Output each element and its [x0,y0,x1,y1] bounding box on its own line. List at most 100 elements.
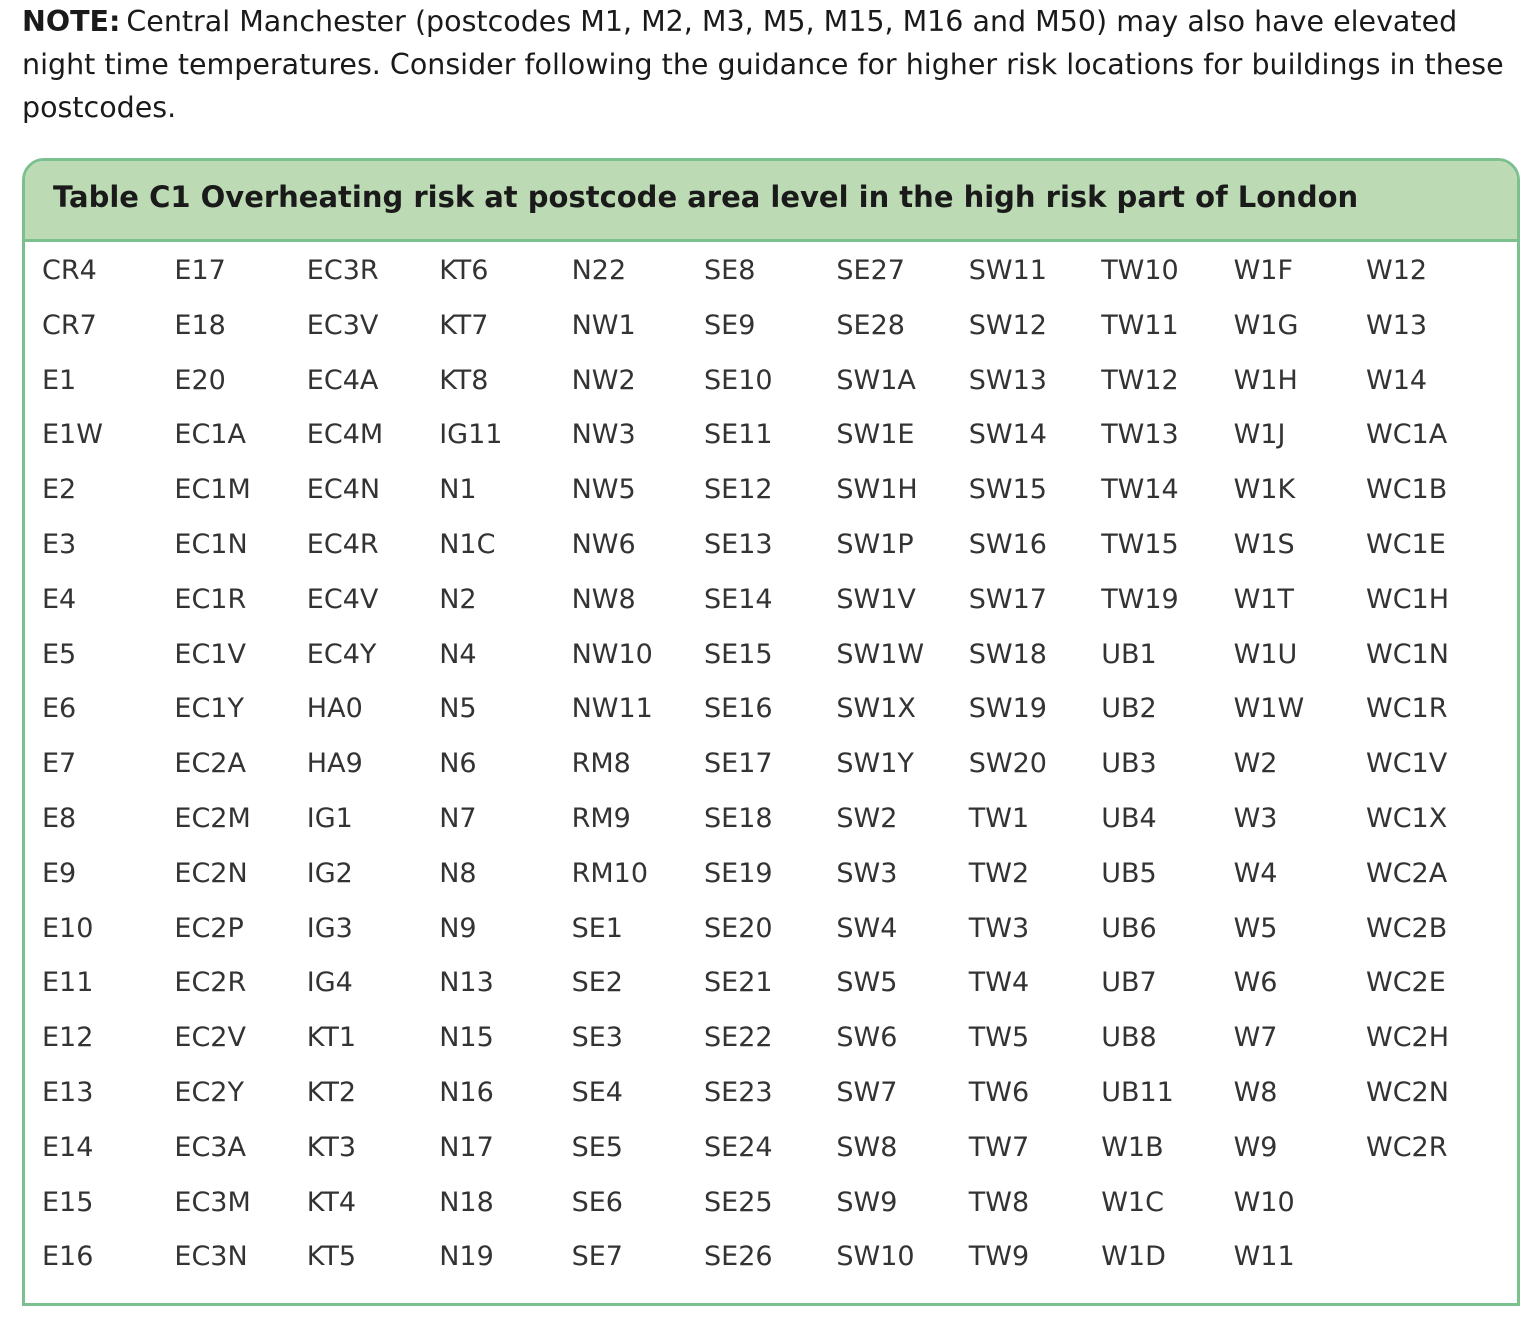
postcode-cell: SW14 [968,419,1047,451]
postcode-cell: EC2V [174,1022,246,1054]
postcode-cell: WC1H [1366,583,1450,615]
postcode-cell: HA0 [306,693,363,725]
postcode-cell: SW12 [968,309,1047,341]
postcode-cell: TW6 [968,1077,1030,1108]
postcode-cell: W9 [1233,1131,1278,1163]
postcode-cell: SE21 [704,967,773,999]
postcode-cell: E1 [42,364,77,396]
postcode-cell: EC4V [306,583,379,615]
postcode-cell: W1H [1233,364,1298,396]
postcode-cell: SE26 [704,1241,773,1273]
postcode-cell: SE24 [704,1131,773,1163]
postcode-cell: SW1Y [836,748,914,780]
table-header: Table C1 Overheating risk at postcode ar… [25,161,1517,242]
postcode-cell: N18 [439,1186,494,1218]
postcode-cell: SW5 [836,967,898,999]
postcode-cell: E5 [42,638,77,670]
postcode-cell: WC1E [1366,529,1446,560]
postcode-cell: W8 [1233,1077,1278,1108]
postcode-cell: CR4 [42,255,97,286]
postcode-cell: N7 [439,803,477,834]
postcode-cell: TW12 [1101,364,1179,396]
postcode-cell: KT8 [439,364,489,396]
postcode-cell: SE22 [704,1022,773,1054]
note: NOTE: Central Manchester (postcodes M1, M… [22,0,1512,129]
postcode-cell: EC2M [174,803,251,834]
postcode-cell: EC1V [174,638,246,670]
postcode-cell: SE19 [704,857,773,889]
postcode-cell: WC2A [1366,857,1448,889]
postcode-cell: SE23 [704,1077,773,1108]
postcode-cell: SW4 [836,912,898,944]
postcode-cell: E3 [42,529,77,560]
postcode-cell: E16 [42,1241,94,1273]
postcode-cell: TW8 [968,1186,1030,1218]
postcode-cell: W1C [1101,1186,1164,1218]
postcode-cell: N4 [439,638,477,670]
postcode-cell: EC4A [306,364,379,396]
postcode-cell: TW3 [968,912,1030,944]
postcode-cell: UB3 [1101,748,1157,780]
postcode-cell: N5 [439,693,477,725]
postcode-cell: UB1 [1101,638,1157,670]
postcode-cell: TW11 [1101,309,1179,341]
postcode-cell: W1G [1233,309,1299,341]
postcode-cell: W1D [1101,1241,1166,1273]
postcode-cell: N15 [439,1022,494,1054]
postcode-cell: N13 [439,967,494,999]
postcode-cell: TW10 [1101,255,1179,286]
postcode-cell: EC1Y [174,693,244,725]
postcode-cell: SW9 [836,1186,898,1218]
postcode-cell: SE8 [704,255,756,286]
postcode-cell: N9 [439,912,477,944]
postcode-cell: SE9 [704,309,756,341]
postcode-cell: SE20 [704,912,773,944]
postcode-cell: SW10 [836,1241,915,1273]
postcode-cell: W1K [1233,474,1296,506]
postcode-cell: SW1H [836,474,918,506]
postcode-cell: W2 [1233,748,1278,780]
postcode-cell: W6 [1233,967,1278,999]
postcode-cell: SE18 [704,803,773,834]
postcode-cell: EC4Y [306,638,377,670]
postcode-cell: UB11 [1101,1077,1174,1108]
postcode-cell: SW13 [968,364,1047,396]
postcode-cell: E20 [174,364,226,396]
postcode-cell: W1T [1233,583,1294,615]
postcode-cell: W12 [1366,255,1428,286]
postcode-cell: EC2Y [174,1077,244,1108]
postcode-cell: NW6 [571,529,636,560]
postcode-cell: SW1X [836,693,916,725]
postcode-cell: W10 [1233,1186,1295,1218]
postcode-cell: N2 [439,583,477,615]
postcode-cell: KT7 [439,309,489,341]
postcode-cell: EC4R [306,529,379,560]
postcode-cell: WC1V [1366,748,1448,780]
postcode-cell: EC3R [306,255,379,286]
postcode-cell: TW1 [968,803,1030,834]
postcode-cell: TW19 [1101,583,1179,615]
postcode-cell: SE28 [836,309,905,341]
postcode-cell: SE12 [704,474,773,506]
postcode-cell: IG3 [306,912,353,944]
postcode-cell: W7 [1233,1022,1278,1054]
postcode-cell: E15 [42,1186,94,1218]
postcode-cell: N17 [439,1131,494,1163]
postcode-cell: SW6 [836,1022,898,1054]
postcode-cell: NW10 [571,638,653,670]
postcode-cell: SE1 [571,912,623,944]
postcode-cell: SE11 [704,419,773,451]
postcode-cell: TW9 [968,1241,1030,1273]
postcode-cell: EC4N [306,474,381,506]
postcode-cell: KT6 [439,255,489,286]
postcode-cell: W1B [1101,1131,1164,1163]
postcode-cell: E6 [42,693,77,725]
postcode-cell: WC1A [1366,419,1448,451]
postcode-cell: SW2 [836,803,898,834]
postcode-cell: SW1W [836,638,925,670]
postcode-cell: SE10 [704,364,773,396]
postcode-cell: SE15 [704,638,773,670]
postcode-cell: NW3 [571,419,636,451]
postcode-cell: TW5 [968,1022,1030,1054]
